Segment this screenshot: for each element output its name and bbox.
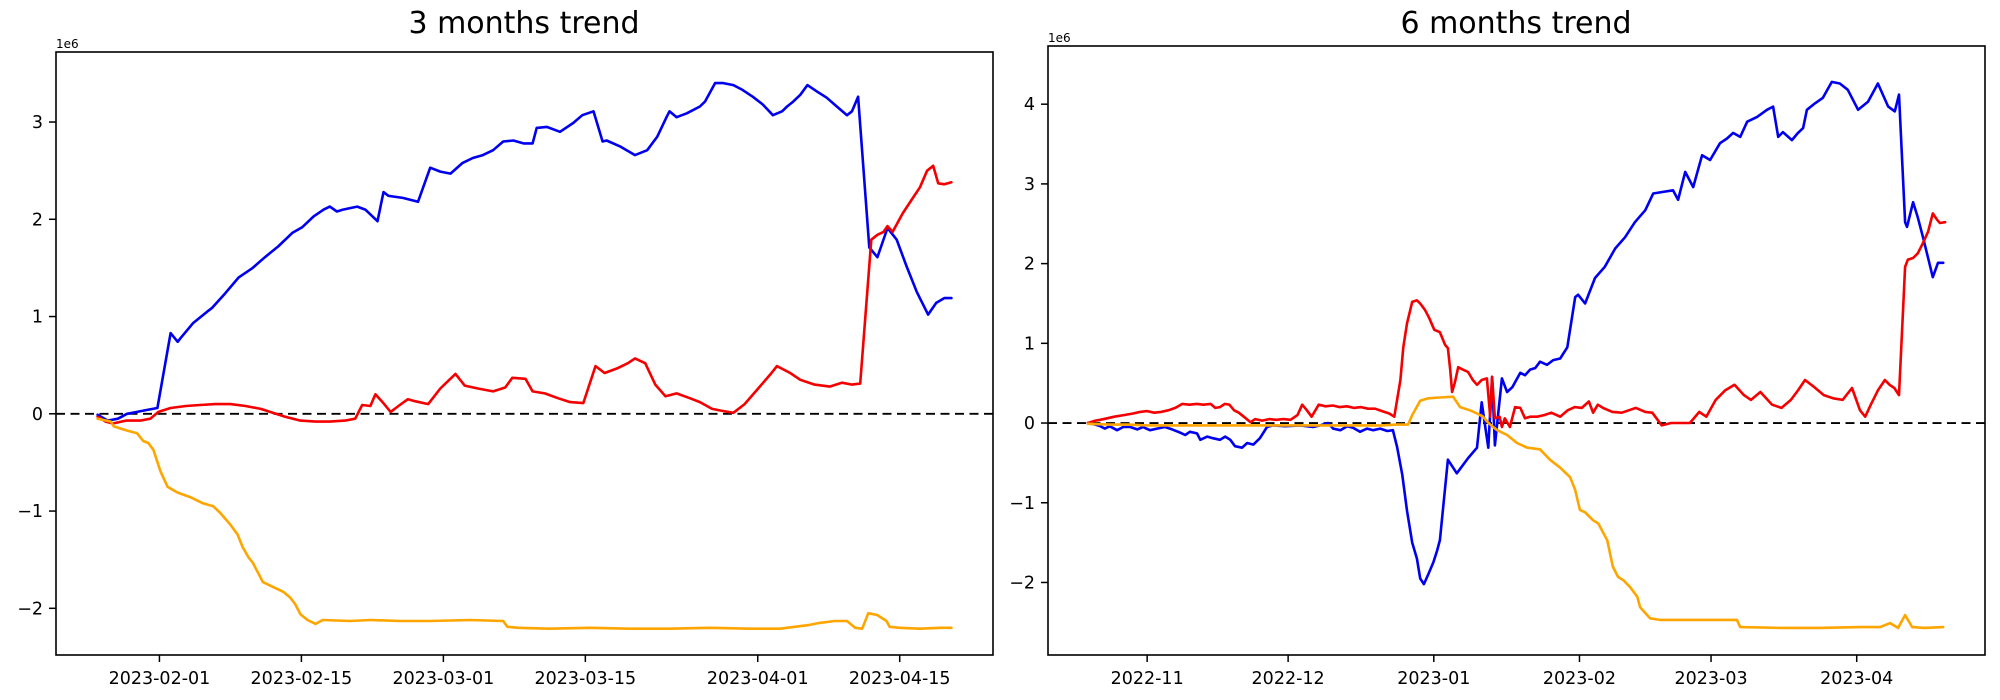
x-tick-label: 2022-12: [1252, 669, 1325, 689]
series-line-red-series: [96, 164, 953, 425]
x-tick-label: 2023-02-15: [251, 669, 353, 689]
x-tick-label: 2023-03-01: [393, 669, 495, 689]
x-tick-label: 2023-02-01: [109, 669, 211, 689]
x-tick-label: 2023-01: [1397, 669, 1470, 689]
x-tick-label: 2023-02: [1543, 669, 1616, 689]
chart-title-3-months: 3 months trend: [408, 6, 640, 41]
axes-spines: [1047, 45, 1986, 656]
series-line-blue-series: [96, 81, 953, 422]
series-line-orange-series: [1086, 395, 1945, 630]
series-line-orange-series: [96, 417, 953, 631]
x-tick-label: 2023-04-01: [707, 669, 809, 689]
y-tick-label: −1: [1009, 494, 1035, 514]
x-tick-label: 2023-03: [1674, 669, 1747, 689]
y-tick-label: 3: [1024, 175, 1035, 195]
x-tick-label: 2022-11: [1111, 669, 1184, 689]
y-tick-label: −2: [17, 599, 43, 619]
series-line-red-series: [1086, 212, 1947, 429]
x-tick-label: 2023-03-15: [534, 669, 636, 689]
y-tick-label: 1: [1024, 334, 1035, 354]
y-axis-offset-label-right: 1e6: [1048, 31, 1071, 45]
chart-title-6-months: 6 months trend: [1400, 6, 1632, 41]
y-tick-label: 4: [1024, 95, 1035, 115]
series-line-blue-series: [1086, 80, 1945, 586]
y-tick-label: −2: [1009, 573, 1035, 593]
y-tick-label: 1: [32, 308, 43, 328]
y-tick-label: 2: [32, 210, 43, 230]
axes-3-months: −2 −1 0 1 2 3 2023-02-01 2023-02-15 2023-03-01 20…: [17, 51, 994, 689]
y-tick-label: −1: [17, 502, 43, 522]
y-tick-label: 0: [1024, 414, 1035, 434]
axes-spines: [55, 51, 994, 656]
axes-6-months: −2 −1 0 1 2 3 4 2022-11 2022-12 2023-01 2023-02 202…: [1009, 45, 1986, 689]
y-tick-label: 2: [1024, 255, 1035, 275]
y-tick-label: 0: [32, 405, 43, 425]
y-tick-label: 3: [32, 113, 43, 133]
y-axis-offset-label-left: 1e6: [56, 37, 79, 51]
x-tick-label: 2023-04-15: [849, 669, 951, 689]
x-tick-label: 2023-04: [1820, 669, 1893, 689]
